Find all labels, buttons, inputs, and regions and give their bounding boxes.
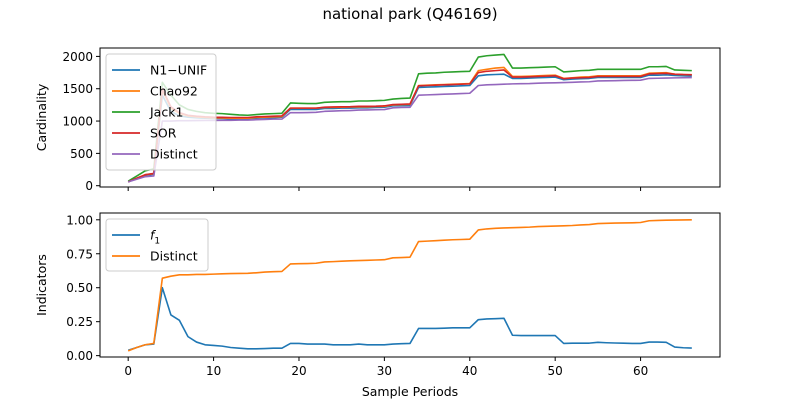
series-line-3 bbox=[127, 69, 692, 183]
legend-label-3: SOR bbox=[150, 126, 177, 141]
legend-label-main: f bbox=[150, 228, 156, 243]
cardinality-series-lines bbox=[127, 53, 692, 183]
indicators-series-lines bbox=[127, 218, 692, 352]
x-axis-label: Sample Periods bbox=[362, 384, 458, 399]
cardinality-axes-frame bbox=[99, 47, 721, 188]
legend-label-1: Distinct bbox=[150, 249, 198, 264]
y-tick-label: 0.25 bbox=[66, 315, 93, 329]
legend-label-0: N1−UNIF bbox=[150, 63, 207, 78]
x-tick-label: 50 bbox=[548, 364, 563, 378]
cardinality-y-axis-label: Cardinality bbox=[34, 83, 49, 151]
x-tick-label: 40 bbox=[462, 364, 477, 378]
legend-box bbox=[105, 53, 217, 171]
y-tick-label: 0 bbox=[85, 179, 93, 193]
x-tick-label: 30 bbox=[377, 364, 392, 378]
x-tick-label: 0 bbox=[124, 364, 132, 378]
cardinality-panel: 0 500 1000 1500 2000 Cardinality N1−UNIF Chao… bbox=[34, 47, 721, 193]
legend-label-1: Chao92 bbox=[150, 84, 198, 99]
indicators-y-axis-label: Indicators bbox=[34, 254, 49, 316]
x-tick-label: 10 bbox=[206, 364, 221, 378]
y-tick-label: 1500 bbox=[62, 82, 93, 96]
y-tick-label: 1000 bbox=[62, 115, 93, 129]
x-tick-label: 60 bbox=[633, 364, 648, 378]
legend-label-2: Jack1 bbox=[149, 105, 183, 120]
chart-title: national park (Q46169) bbox=[322, 5, 497, 23]
legend-box bbox=[105, 218, 209, 272]
cardinality-ticks: 0 500 1000 1500 2000 bbox=[62, 50, 642, 193]
y-tick-label: 0.75 bbox=[66, 247, 93, 261]
y-tick-label: 0.00 bbox=[66, 349, 93, 363]
y-tick-label: 500 bbox=[70, 147, 93, 161]
indicators-panel: 0 10 20 30 40 50 60 0.00 0.25 0.50 0.75 1.00 Indica… bbox=[34, 212, 721, 399]
indicators-legend: f1 Distinct bbox=[105, 218, 209, 272]
series-line-1 bbox=[127, 218, 692, 352]
legend-label-subscript: 1 bbox=[154, 237, 160, 247]
y-tick-label: 0.50 bbox=[66, 281, 93, 295]
series-line-0 bbox=[127, 286, 692, 351]
indicators-axes-frame bbox=[99, 212, 721, 358]
x-tick-label: 20 bbox=[291, 364, 306, 378]
cardinality-legend: N1−UNIF Chao92 Jack1 SOR Distinct bbox=[105, 53, 217, 171]
legend-label-4: Distinct bbox=[150, 147, 198, 162]
series-line-4 bbox=[127, 76, 692, 183]
legend-label-0: f1 bbox=[150, 228, 160, 247]
y-tick-label: 2000 bbox=[62, 50, 93, 64]
y-tick-label: 1.00 bbox=[66, 213, 93, 227]
indicators-ticks: 0 10 20 30 40 50 60 0.00 0.25 0.50 0.75 1.00 bbox=[66, 213, 648, 378]
series-line-2 bbox=[127, 53, 692, 182]
